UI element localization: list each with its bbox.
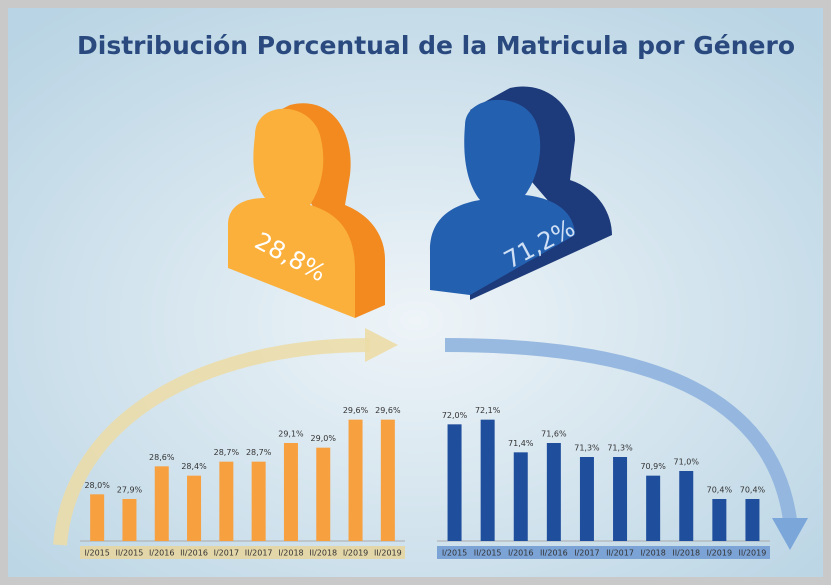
category-label: I/2018: [640, 549, 665, 558]
category-label: II/2017: [606, 549, 634, 558]
bar: [579, 457, 594, 541]
bar: [480, 419, 495, 541]
value-label: 28,7%: [214, 448, 240, 457]
arrowhead-right: [772, 518, 808, 550]
bar: [679, 471, 694, 541]
category-label: II/2017: [245, 549, 273, 558]
figure-front: [228, 108, 355, 318]
category-label: I/2015: [84, 549, 109, 558]
bar: [316, 447, 331, 541]
value-label: 29,0%: [311, 434, 337, 443]
bar: [380, 419, 395, 541]
value-label: 71,4%: [508, 439, 534, 448]
arrow-right: [444, 338, 797, 521]
category-band: [437, 546, 770, 559]
bar: [646, 475, 661, 541]
value-label: 70,9%: [640, 462, 666, 471]
value-label: 70,4%: [707, 486, 733, 495]
bar: [283, 443, 298, 541]
category-label: II/2018: [309, 549, 337, 558]
value-label: 72,1%: [475, 406, 501, 415]
female-figure: 28,8%: [228, 103, 385, 318]
category-label: I/2017: [214, 549, 239, 558]
bar: [219, 461, 234, 541]
arrow-left: [53, 338, 371, 546]
bar: [348, 419, 363, 541]
value-label: 29,6%: [343, 406, 369, 415]
category-label: II/2016: [540, 549, 568, 558]
value-label: 71,3%: [574, 444, 600, 453]
category-label: II/2019: [374, 549, 402, 558]
category-label: I/2016: [508, 549, 533, 558]
value-label: 72,0%: [442, 411, 468, 420]
value-label: 70,4%: [740, 486, 766, 495]
category-label: I/2016: [149, 549, 174, 558]
category-label: I/2018: [278, 549, 303, 558]
arrowhead-left: [365, 328, 398, 362]
category-label: II/2018: [672, 549, 700, 558]
bar: [251, 461, 266, 541]
value-label: 71,3%: [607, 444, 633, 453]
category-label: I/2019: [707, 549, 732, 558]
category-label: I/2019: [343, 549, 368, 558]
category-label: II/2016: [180, 549, 208, 558]
bar: [154, 466, 169, 541]
bar: [513, 452, 528, 541]
category-label: I/2015: [442, 549, 467, 558]
value-label: 71,0%: [674, 458, 700, 467]
value-label: 27,9%: [117, 486, 143, 495]
category-label: I/2017: [574, 549, 599, 558]
category-label: II/2015: [474, 549, 502, 558]
value-label: 29,6%: [375, 406, 401, 415]
category-label: II/2019: [739, 549, 767, 558]
value-label: 28,0%: [84, 481, 110, 490]
title: Distribución Porcentual de la Matricula …: [77, 31, 795, 60]
value-label: 28,6%: [149, 453, 175, 462]
bar: [745, 499, 760, 541]
value-label: 29,1%: [278, 430, 304, 439]
bar: [122, 499, 137, 541]
male-figure: 71,2%: [430, 86, 612, 301]
figure-front: [430, 99, 575, 295]
category-band: [80, 546, 405, 559]
bar: [712, 499, 727, 541]
value-label: 28,4%: [181, 462, 207, 471]
value-label: 28,7%: [246, 448, 272, 457]
value-label: 71,6%: [541, 430, 567, 439]
bar: [613, 457, 628, 541]
bar: [90, 494, 105, 541]
bar: [187, 475, 202, 541]
bar: [546, 443, 561, 541]
bar: [447, 424, 462, 541]
category-label: II/2015: [116, 549, 144, 558]
